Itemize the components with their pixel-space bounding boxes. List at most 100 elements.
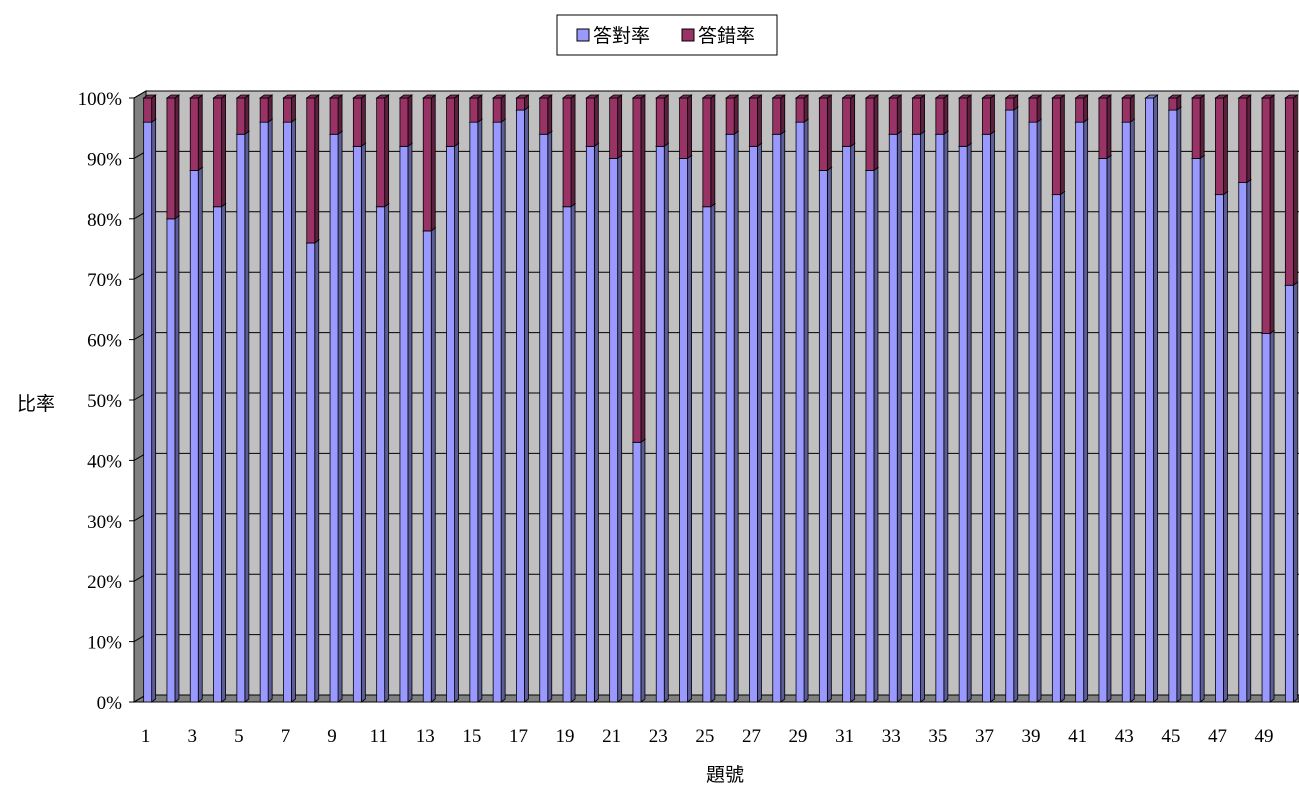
bar-front [306, 97, 316, 244]
bar-top [911, 94, 926, 99]
x-tick-label: 39 [1022, 726, 1041, 747]
bar-front [655, 97, 665, 147]
x-tick-label: 21 [602, 726, 621, 747]
bar-correct-33 [888, 130, 903, 703]
bar-top [1004, 94, 1019, 99]
bar-top [491, 94, 507, 99]
bar-side [617, 94, 623, 160]
bar-front [283, 97, 292, 123]
bar-front [982, 97, 991, 135]
bar-top [655, 94, 670, 99]
bar-wrong-50 [1284, 94, 1299, 287]
bar-front [1121, 121, 1131, 703]
bar-side [943, 94, 949, 136]
bar-side [826, 94, 832, 172]
bar-top [748, 94, 763, 99]
bar-wrong-6 [258, 94, 274, 123]
bar-front [1098, 157, 1108, 703]
bar-top [445, 94, 460, 99]
bar-side [500, 94, 506, 123]
x-tick-label: 47 [1208, 726, 1227, 747]
bar-side [337, 94, 343, 136]
bar-side [197, 94, 203, 172]
bar-wrong-8 [305, 94, 320, 244]
bar-side [873, 94, 879, 172]
bar-wrong-45 [1167, 94, 1183, 111]
bar-front [1191, 157, 1201, 703]
y-tick-label: 80% [87, 210, 122, 231]
bar-wrong-17 [515, 94, 530, 111]
bar-top [561, 94, 577, 99]
bar-side [477, 94, 483, 123]
x-tick-label: 3 [188, 726, 198, 747]
bar-top [888, 94, 903, 99]
bar-top [1237, 94, 1252, 99]
x-tick-label: 43 [1115, 726, 1134, 747]
x-tick-label: 29 [789, 726, 808, 747]
bar-correct-28 [771, 130, 786, 703]
bar-correct-19 [561, 202, 577, 703]
bar-correct-12 [398, 142, 414, 703]
y-tick-label: 20% [87, 572, 122, 593]
bar-correct-30 [818, 166, 833, 703]
y-tick-label: 40% [87, 451, 122, 472]
bar-front [865, 170, 875, 703]
bar-front [143, 97, 153, 123]
bar-wrong-12 [398, 94, 414, 148]
bar-front [1238, 97, 1248, 183]
bar-top [328, 94, 344, 99]
bar-front [539, 133, 549, 703]
bar-correct-42 [1097, 154, 1113, 703]
bar-side [570, 202, 576, 703]
bar-front [1238, 182, 1248, 703]
bar-side [1269, 329, 1275, 703]
bar-front [376, 97, 386, 208]
bar-front [469, 121, 479, 703]
bar-side [1036, 94, 1042, 123]
bar-top [305, 94, 320, 99]
x-tick-label: 5 [234, 726, 244, 747]
bar-side [780, 94, 786, 136]
bar-top [398, 94, 414, 99]
bar-front [1168, 109, 1178, 703]
bar-wrong-46 [1190, 94, 1206, 160]
bar-correct-26 [724, 130, 740, 703]
y-tick-label: 70% [87, 270, 122, 291]
bar-front [1075, 97, 1085, 123]
y-tick-label: 0% [97, 693, 123, 714]
bar-correct-45 [1167, 106, 1183, 703]
bar-correct-34 [911, 130, 926, 703]
bar-side [291, 118, 296, 703]
bar-correct-10 [352, 142, 367, 703]
bar-correct-2 [165, 215, 181, 703]
bar-top [1284, 94, 1299, 99]
bar-side [151, 118, 157, 703]
bar-side [1059, 190, 1065, 703]
bar-side [990, 130, 995, 703]
bar-correct-41 [1074, 118, 1089, 703]
bar-wrong-42 [1097, 94, 1113, 160]
y-tick-label: 100% [78, 89, 123, 110]
bar-top [934, 94, 950, 99]
bar-front [422, 230, 432, 703]
bar-front [1191, 97, 1201, 159]
bar-wrong-35 [934, 94, 950, 136]
bar-front [492, 97, 502, 123]
bar-wrong-41 [1074, 94, 1089, 123]
bar-front [376, 206, 386, 703]
legend-label-wrong: 答錯率 [698, 25, 755, 47]
bar-top [375, 94, 390, 99]
bar-front [1121, 97, 1131, 123]
bar-wrong-29 [794, 94, 810, 123]
bar-top [189, 94, 204, 99]
bar-wrong-49 [1260, 94, 1276, 335]
bar-side [197, 166, 203, 703]
bar-front [935, 133, 945, 703]
bar-wrong-18 [538, 94, 553, 136]
bar-side [430, 227, 436, 703]
bar-top [352, 94, 367, 99]
bar-side [221, 94, 226, 208]
bar-side [221, 202, 226, 703]
bar-front [1075, 121, 1085, 703]
